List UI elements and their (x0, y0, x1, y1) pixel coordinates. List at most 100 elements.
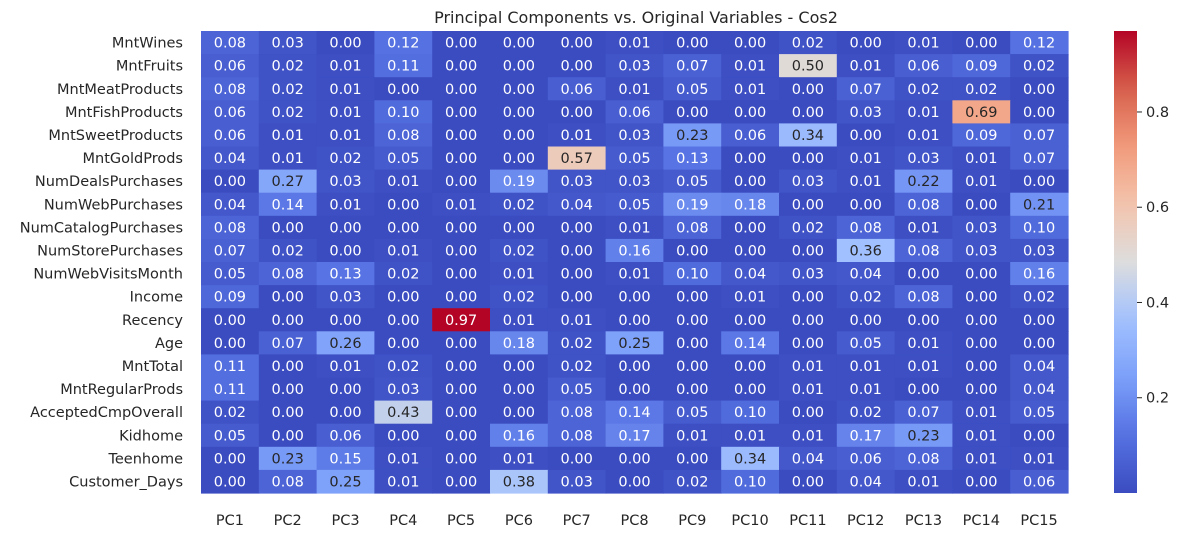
heatmap-cell (201, 423, 260, 448)
heatmap-cell (952, 100, 1011, 124)
heatmap-cell (490, 169, 549, 194)
heatmap-cell (490, 146, 549, 171)
heatmap-cell (1010, 100, 1069, 124)
heatmap-cell (316, 77, 375, 101)
cell-value-label: 0.03 (272, 36, 304, 52)
cell-value-label: 0.00 (792, 105, 824, 121)
heatmap-cell (316, 400, 375, 425)
cell-value-label: 0.00 (676, 382, 708, 398)
heatmap-cell (316, 469, 375, 494)
heatmap-cell (779, 238, 838, 263)
heatmap-cell (490, 400, 549, 425)
cell-value-label: 0.00 (734, 382, 766, 398)
cell-value-label: 0.02 (503, 243, 535, 259)
cell-value-label: 0.01 (734, 428, 766, 444)
cell-value-label: 0.05 (850, 336, 882, 352)
cell-value-label: 0.00 (445, 382, 477, 398)
heatmap-cell (836, 192, 896, 217)
cell-value-label: 0.00 (561, 290, 593, 306)
heatmap-cell (432, 446, 491, 471)
cell-value-label: 0.27 (272, 174, 304, 190)
cell-value-label: 0.02 (1023, 290, 1055, 306)
heatmap-cell (605, 308, 664, 332)
cell-value-label: 0.08 (214, 36, 246, 52)
heatmap-cell (1010, 354, 1069, 379)
cell-value-label: 0.00 (734, 36, 766, 52)
cell-value-label: 0.01 (907, 105, 939, 121)
cell-value-label: 0.38 (503, 474, 535, 490)
cell-value-label: 0.10 (734, 474, 766, 490)
heatmap-cell (432, 308, 491, 332)
colorbar-tick-label: 0.2 (1146, 391, 1169, 407)
cell-value-label: 0.03 (618, 174, 650, 190)
heatmap-cell (721, 31, 780, 55)
cell-value-label: 0.00 (907, 382, 939, 398)
heatmap-cell (605, 446, 664, 471)
heatmap-cell (490, 469, 549, 494)
heatmap-cell (779, 31, 838, 55)
cell-value-label: 0.00 (503, 382, 535, 398)
cell-value-label: 0.25 (329, 474, 361, 490)
cell-value-label: 0.03 (561, 174, 593, 190)
heatmap-cell (547, 215, 607, 240)
cell-value-label: 0.17 (618, 428, 650, 444)
cell-value-label: 0.00 (272, 405, 304, 421)
heatmap-cell (201, 192, 260, 217)
heatmap-cell (721, 262, 780, 286)
cell-value-label: 0.01 (329, 359, 361, 375)
heatmap-cells: 0.08 0.03 0.00 0.12 0.00 0.00 0.00 0.01 0.00 0.00… (201, 31, 1069, 494)
heatmap-cell (432, 77, 491, 101)
heatmap-cell (952, 377, 1011, 402)
row-label: NumWebVisitsMonth (33, 267, 183, 283)
cell-value-label: 0.01 (561, 128, 593, 144)
heatmap-cell (1010, 192, 1069, 217)
row-label: Customer_Days (69, 474, 183, 490)
heatmap-cell (316, 354, 375, 379)
cell-value-label: 0.08 (214, 82, 246, 98)
heatmap-cell (663, 100, 722, 124)
cell-value-label: 0.09 (965, 128, 997, 144)
cell-value-label: 0.00 (676, 290, 708, 306)
cell-value-label: 0.01 (850, 359, 882, 375)
cell-value-label: 0.04 (214, 197, 246, 213)
heatmap-cell (836, 308, 896, 332)
cell-value-label: 0.08 (907, 197, 939, 213)
heatmap-cell (201, 146, 260, 171)
heatmap-cell (721, 169, 780, 194)
heatmap-cell (663, 331, 722, 355)
heatmap-cell (1010, 77, 1069, 101)
heatmap-cell (258, 469, 318, 494)
heatmap-cell (952, 169, 1011, 194)
heatmap-cell (201, 169, 260, 194)
heatmap-cell (779, 446, 838, 471)
heatmap-cell (952, 123, 1011, 148)
cell-value-label: 0.00 (272, 382, 304, 398)
heatmap-cell (605, 77, 664, 101)
row-label: MntGoldProds (83, 151, 184, 167)
cell-value-label: 0.05 (214, 267, 246, 283)
cell-value-label: 0.02 (214, 405, 246, 421)
heatmap-cell (663, 423, 722, 448)
heatmap-cell (490, 192, 549, 217)
heatmap-cell (490, 123, 549, 148)
cell-value-label: 0.00 (503, 36, 535, 52)
heatmap-cell (894, 31, 953, 55)
heatmap-cell (779, 354, 838, 379)
cell-value-label: 0.04 (561, 197, 593, 213)
heatmap-cell (432, 354, 491, 379)
heatmap-cell (894, 469, 953, 494)
cell-value-label: 0.02 (387, 359, 419, 375)
cell-value-label: 0.13 (329, 267, 361, 283)
cell-value-label: 0.00 (387, 313, 419, 329)
cell-value-label: 0.00 (445, 267, 477, 283)
heatmap-cell (201, 469, 260, 494)
cell-value-label: 0.05 (618, 151, 650, 167)
heatmap-cell (316, 238, 375, 263)
heatmap-cell (547, 377, 607, 402)
heatmap-cell (432, 469, 491, 494)
heatmap-cell (894, 262, 953, 286)
heatmap-cell (490, 262, 549, 286)
cell-value-label: 0.01 (850, 151, 882, 167)
heatmap-cell (1010, 215, 1069, 240)
cell-value-label: 0.06 (561, 82, 593, 98)
